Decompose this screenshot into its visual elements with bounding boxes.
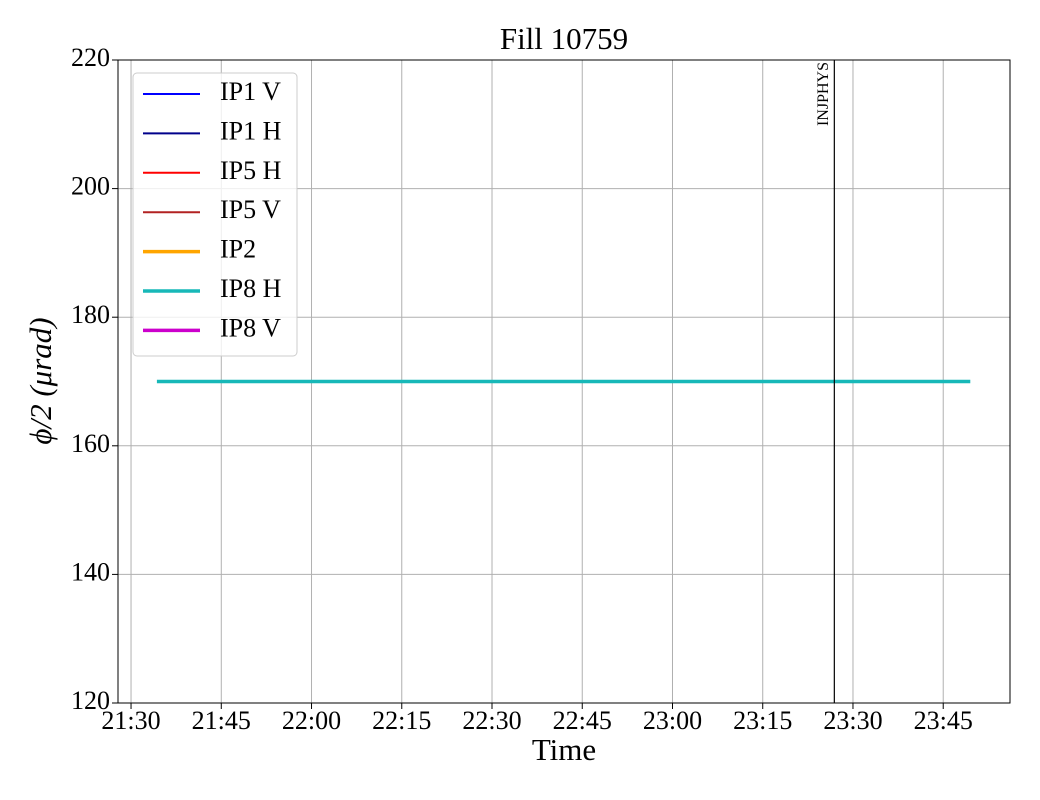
x-tick-label: 21:30 [101, 706, 160, 735]
x-tick-label: 22:45 [553, 706, 612, 735]
x-tick-label: 23:30 [823, 706, 882, 735]
x-tick-label: 22:30 [462, 706, 521, 735]
legend-label: IP8 V [220, 313, 281, 342]
legend-label: IP1 V [220, 77, 281, 106]
y-axis-label: ϕ/2 (μrad) [23, 317, 58, 444]
y-tick-label: 220 [71, 43, 110, 72]
y-tick-label: 140 [71, 557, 110, 586]
legend-label: IP5 V [220, 195, 281, 224]
y-tick-label: 180 [71, 300, 110, 329]
legend-box [132, 72, 298, 357]
x-tick-label: 22:15 [372, 706, 431, 735]
x-tick-label: 23:00 [643, 706, 702, 735]
legend-label: IP2 [220, 235, 256, 264]
chart-title: Fill 10759 [500, 21, 628, 56]
y-tick-label: 200 [71, 172, 110, 201]
x-tick-label: 23:15 [733, 706, 792, 735]
x-tick-label: 22:00 [282, 706, 341, 735]
y-tick-label: 120 [71, 686, 110, 715]
y-tick-label: 160 [71, 429, 110, 458]
plot-frame [117, 59, 1011, 704]
x-tick-label: 23:45 [914, 706, 973, 735]
legend-label: IP8 H [220, 274, 282, 303]
annotation-label: INJPHYS [815, 62, 832, 126]
x-tick-label: 21:45 [192, 706, 251, 735]
x-axis-label: Time [532, 732, 596, 767]
legend-label: IP5 H [220, 156, 282, 185]
legend-label: IP1 H [220, 116, 282, 145]
